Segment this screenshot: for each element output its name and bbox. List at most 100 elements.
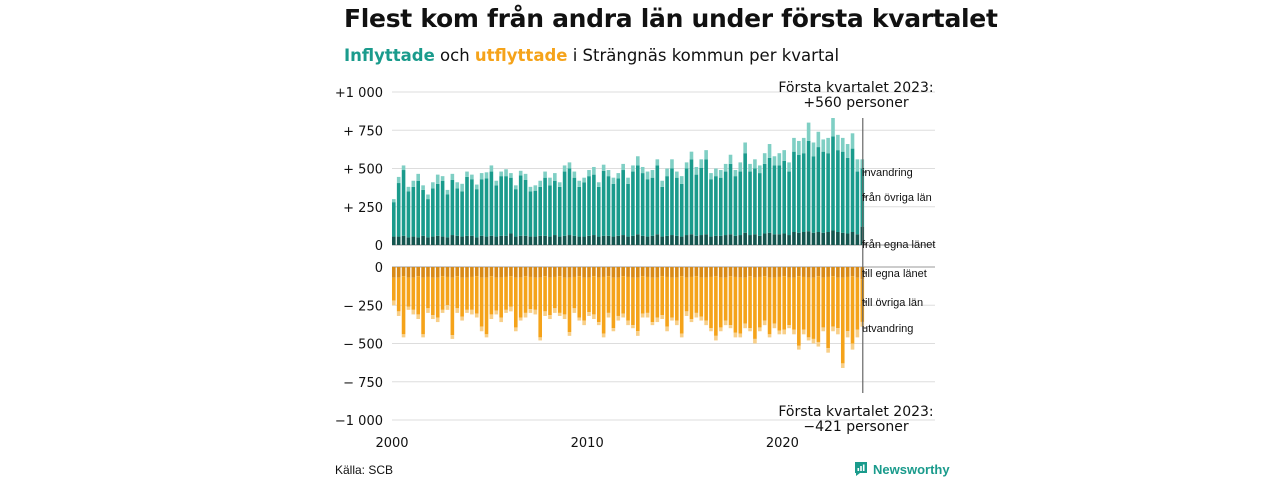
- bar-outflow-utvandring: [411, 309, 416, 315]
- bar-inflow-invandring: [689, 151, 694, 160]
- bar-inflow-ovriga: [714, 176, 718, 236]
- bar-inflow-ovriga: [704, 159, 708, 235]
- bar-inflow-invandring: [782, 150, 786, 161]
- bar-inflow-egna: [816, 231, 821, 245]
- bar-inflow-invandring: [406, 186, 411, 192]
- bar-outflow-egna: [728, 267, 733, 277]
- bar-outflow-egna: [440, 267, 445, 277]
- bar-inflow-invandring: [777, 153, 782, 166]
- bar-inflow-invandring: [421, 185, 425, 190]
- bar-inflow-ovriga: [660, 186, 664, 237]
- bar-inflow-egna: [450, 235, 455, 245]
- bar-outflow-utvandring: [855, 329, 860, 338]
- bar-inflow-egna: [655, 234, 660, 245]
- bar-inflow-ovriga: [533, 190, 538, 237]
- bar-inflow-egna: [694, 235, 699, 245]
- bar-inflow-invandring: [850, 133, 855, 149]
- bar-inflow-egna: [699, 235, 704, 245]
- bar-inflow-egna: [538, 235, 542, 245]
- bar-inflow-egna: [748, 235, 752, 245]
- y-tick-label: + 500: [343, 163, 383, 178]
- bar-outflow-ovriga: [836, 277, 840, 329]
- bar-inflow-ovriga: [738, 171, 743, 236]
- bar-outflow-utvandring: [762, 320, 767, 326]
- bar-inflow-ovriga: [489, 171, 494, 236]
- bar-inflow-ovriga: [782, 160, 786, 234]
- series-label: utvandring: [862, 323, 913, 335]
- bar-outflow-utvandring: [806, 337, 811, 341]
- bar-inflow-invandring: [484, 172, 489, 179]
- bar-inflow-egna: [650, 235, 655, 245]
- bar-outflow-ovriga: [684, 277, 689, 312]
- bar-inflow-invandring: [621, 163, 625, 171]
- bar-outflow-egna: [567, 267, 572, 278]
- bar-inflow-ovriga: [450, 179, 455, 236]
- bar-inflow-egna: [709, 236, 713, 245]
- bar-outflow-ovriga: [406, 277, 411, 307]
- bar-outflow-ovriga: [411, 277, 416, 310]
- bar-outflow-ovriga: [787, 277, 791, 326]
- bar-inflow-invandring: [548, 177, 552, 186]
- bar-outflow-ovriga: [850, 276, 855, 344]
- bar-outflow-ovriga: [728, 276, 733, 326]
- bar-outflow-utvandring: [396, 311, 401, 316]
- bar-inflow-ovriga: [553, 180, 557, 236]
- bar-inflow-egna: [474, 237, 479, 245]
- bar-outflow-egna: [787, 267, 791, 278]
- bar-inflow-invandring: [572, 171, 577, 178]
- bar-outflow-utvandring: [714, 335, 718, 341]
- bar-outflow-ovriga: [543, 276, 547, 312]
- bar-outflow-egna: [435, 267, 440, 278]
- bar-outflow-utvandring: [665, 326, 669, 332]
- bar-outflow-utvandring: [504, 309, 508, 313]
- bar-outflow-ovriga: [592, 276, 596, 315]
- bar-inflow-invandring: [855, 159, 860, 172]
- bar-inflow-ovriga: [538, 186, 542, 236]
- bar-inflow-invandring: [704, 150, 708, 160]
- bar-inflow-egna: [621, 235, 625, 245]
- subtitle-outflow-word: utflyttade: [474, 46, 568, 65]
- bar-outflow-ovriga: [753, 277, 757, 339]
- bar-outflow-egna: [411, 267, 416, 278]
- bar-outflow-ovriga: [455, 276, 460, 309]
- bar-outflow-egna: [704, 267, 708, 278]
- bar-outflow-ovriga: [606, 276, 611, 313]
- bar-inflow-ovriga: [801, 153, 806, 232]
- bar-outflow-ovriga: [640, 276, 645, 314]
- bar-inflow-invandring: [577, 180, 582, 187]
- subtitle-inflow-word: Inflyttade: [344, 46, 435, 65]
- bar-inflow-invandring: [792, 137, 796, 152]
- bar-inflow-egna: [679, 236, 684, 245]
- bar-outflow-egna: [831, 267, 835, 277]
- bar-inflow-invandring: [562, 165, 567, 172]
- bar-outflow-utvandring: [460, 316, 464, 321]
- bar-inflow-egna: [840, 232, 845, 245]
- bar-outflow-utvandring: [655, 317, 660, 323]
- bar-inflow-invandring: [533, 185, 538, 191]
- bar-outflow-ovriga: [582, 277, 586, 321]
- bar-inflow-egna: [557, 236, 562, 245]
- bar-outflow-utvandring: [587, 312, 591, 316]
- bar-outflow-ovriga: [665, 276, 669, 327]
- bar-outflow-ovriga: [821, 277, 826, 328]
- bar-inflow-invandring: [826, 137, 830, 154]
- bar-inflow-egna: [465, 235, 469, 245]
- bar-outflow-ovriga: [811, 277, 816, 339]
- bar-outflow-ovriga: [748, 276, 752, 329]
- y-tick-label: + 250: [343, 201, 383, 216]
- bar-outflow-utvandring: [416, 314, 420, 320]
- bar-inflow-invandring: [392, 199, 396, 203]
- bar-outflow-egna: [675, 267, 679, 278]
- bar-inflow-ovriga: [792, 151, 796, 232]
- bar-inflow-egna: [435, 235, 440, 245]
- bar-outflow-ovriga: [636, 277, 640, 332]
- bar-outflow-utvandring: [792, 329, 796, 335]
- bar-inflow-egna: [777, 234, 782, 245]
- bar-outflow-utvandring: [650, 322, 655, 326]
- series-label: till övriga län: [862, 297, 923, 309]
- bar-outflow-utvandring: [733, 332, 738, 338]
- bar-inflow-egna: [401, 235, 406, 245]
- bar-outflow-ovriga: [401, 276, 406, 335]
- bar-outflow-utvandring: [596, 322, 601, 326]
